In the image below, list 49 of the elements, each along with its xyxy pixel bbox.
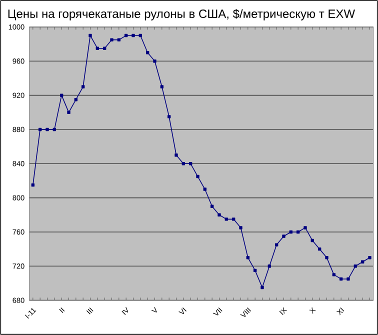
- point: [232, 218, 236, 221]
- point: [239, 226, 242, 230]
- point: [88, 34, 92, 38]
- point: [360, 260, 364, 264]
- point: [253, 268, 257, 272]
- point: [210, 204, 214, 208]
- point: [110, 38, 114, 42]
- point: [81, 85, 85, 88]
- point: [274, 243, 278, 246]
- point: [96, 46, 100, 50]
- point: [117, 38, 121, 42]
- point: [325, 256, 328, 260]
- point: [52, 128, 56, 132]
- point: [196, 174, 200, 178]
- point: [318, 247, 322, 251]
- point: [146, 51, 150, 54]
- point: [132, 34, 135, 38]
- point: [174, 154, 178, 157]
- point: [160, 85, 164, 88]
- point: [339, 277, 343, 281]
- point: [188, 162, 192, 166]
- point: [296, 230, 300, 234]
- point: [67, 110, 70, 114]
- point: [282, 234, 286, 238]
- point: [182, 162, 186, 166]
- point: [38, 128, 42, 132]
- point: [332, 273, 336, 276]
- point: [354, 264, 358, 268]
- chart-title: Цены на горячекатаные рулоны в США, $/метрическую т EXW: [8, 9, 356, 20]
- point: [138, 34, 142, 38]
- point: [167, 115, 171, 118]
- point: [153, 60, 156, 63]
- point: [46, 128, 49, 132]
- point: [260, 286, 264, 290]
- point: [304, 226, 307, 230]
- point: [102, 46, 106, 50]
- point: [268, 264, 272, 268]
- point: [346, 277, 350, 281]
- point: [224, 218, 228, 221]
- point: [31, 183, 35, 187]
- point: [60, 94, 64, 97]
- point: [124, 34, 128, 38]
- point: [74, 98, 78, 102]
- point: [246, 256, 250, 260]
- point: [218, 213, 221, 217]
- point: [368, 256, 372, 260]
- point: [203, 188, 207, 191]
- point: [310, 238, 314, 242]
- point: [289, 230, 293, 234]
